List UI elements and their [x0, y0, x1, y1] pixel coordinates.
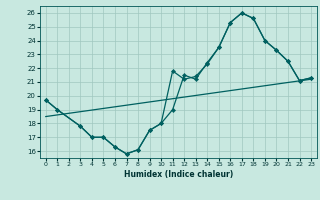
X-axis label: Humidex (Indice chaleur): Humidex (Indice chaleur): [124, 170, 233, 179]
